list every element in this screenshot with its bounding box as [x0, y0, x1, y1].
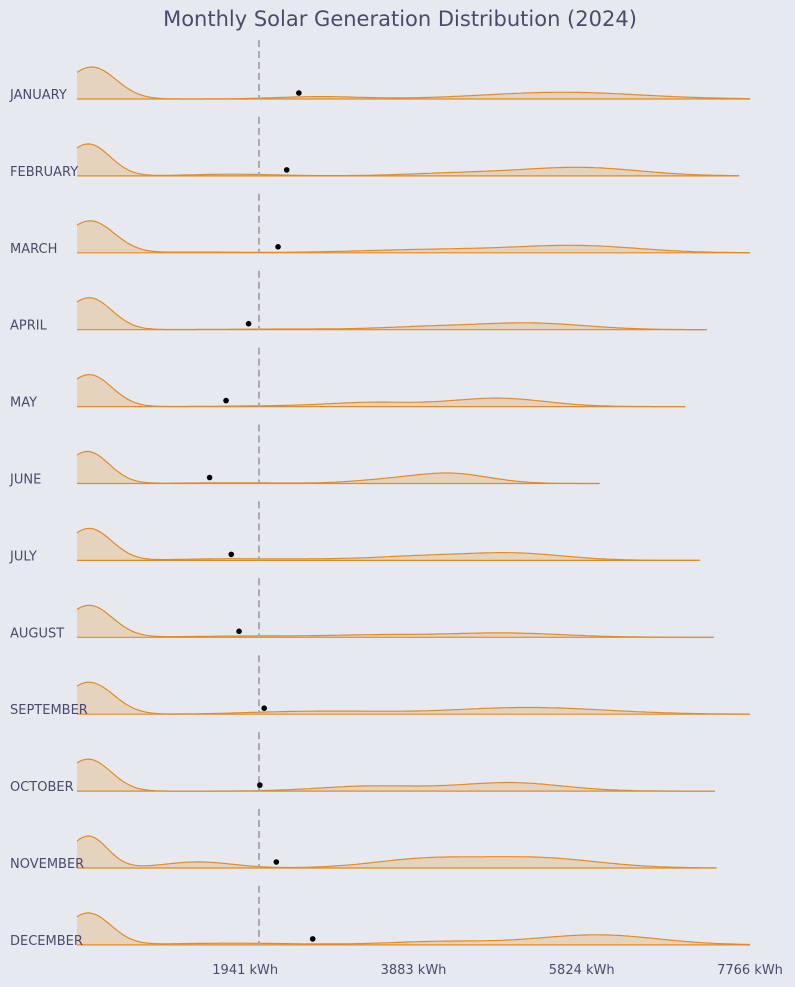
mean-marker-may: [223, 397, 229, 404]
ridge-line-august: [76, 604, 714, 638]
month-label-february: FEBRUARY: [10, 165, 78, 180]
ridge-area-april: [77, 297, 707, 330]
month-label-december: DECEMBER: [10, 934, 83, 949]
month-label-august: AUGUST: [10, 626, 64, 641]
mean-marker-june: [206, 474, 213, 481]
month-label-september: SEPTEMBER: [10, 703, 88, 718]
ridge-line-march: [76, 220, 751, 254]
x-tick-label: 3883 kWh: [381, 963, 447, 978]
mean-marker-september: [261, 705, 267, 711]
x-tick-label: 5824 kWh: [549, 963, 615, 978]
month-label-october: OCTOBER: [10, 780, 74, 795]
ridge-line-november: [76, 835, 717, 869]
mean-markers-group: [206, 90, 316, 942]
ridge-area-september: [77, 682, 750, 715]
ridge-area-august: [77, 605, 714, 638]
mean-marker-august: [236, 628, 242, 635]
mean-marker-april: [245, 320, 252, 327]
mean-marker-november: [273, 859, 280, 865]
mean-marker-july: [228, 551, 235, 558]
mean-marker-october: [257, 782, 263, 788]
mean-marker-march: [275, 244, 281, 250]
ridge-line-april: [76, 297, 707, 331]
ridge-line-september: [76, 681, 750, 715]
mean-marker-january: [296, 90, 302, 96]
mean-marker-december: [309, 936, 316, 942]
month-label-june: JUNE: [9, 473, 41, 488]
ridge-area-january: [77, 67, 750, 99]
ridge-line-july: [76, 527, 701, 561]
ridge-line-june: [76, 450, 600, 485]
ridge-line-october: [76, 758, 715, 792]
x-tick-label: 1941 kWh: [212, 963, 278, 978]
ridges-group: JANUARY FEBRUARY MARCH APRIL MAY JUNE JULY AUGU…: [9, 66, 751, 949]
month-label-may: MAY: [10, 396, 37, 411]
ridge-line-december: [76, 912, 751, 946]
ridge-area-july: [77, 528, 701, 561]
x-axis-tick-labels: 1941 kWh 3883 kWh 5824 kWh 7766 kWh: [212, 963, 783, 978]
month-label-april: APRIL: [10, 319, 48, 334]
ridge-area-november: [77, 836, 717, 868]
ridge-line-february: [76, 143, 740, 177]
mean-marker-february: [283, 167, 290, 173]
month-label-november: NOVEMBER: [10, 857, 84, 872]
ridge-line-may: [76, 373, 686, 408]
month-label-july: JULY: [9, 549, 37, 564]
ridge-area-december: [77, 912, 750, 945]
month-label-january: JANUARY: [9, 88, 67, 103]
ridge-area-june: [77, 451, 600, 484]
month-label-march: MARCH: [10, 242, 57, 257]
x-tick-label: 7766 kWh: [717, 963, 783, 978]
chart-title: Monthly Solar Generation Distribution (2…: [163, 7, 637, 31]
ridge-area-march: [77, 220, 750, 253]
ridge-line-january: [76, 66, 750, 100]
